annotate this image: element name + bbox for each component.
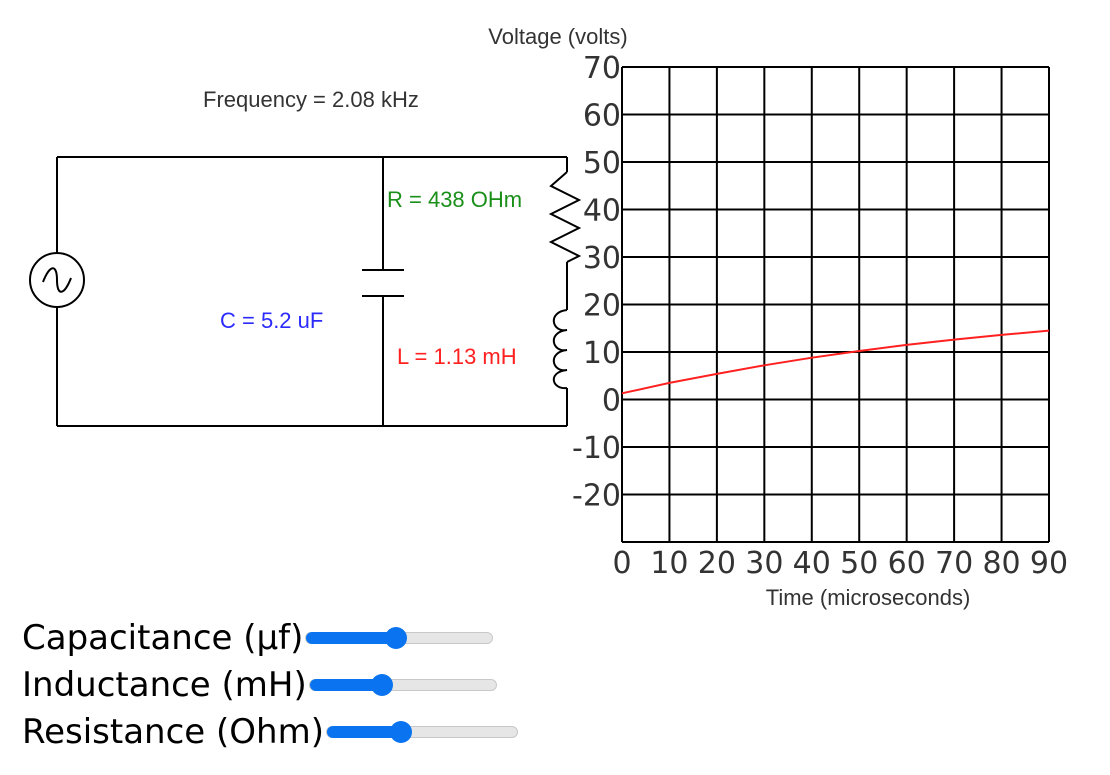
chart-grid — [621, 66, 1050, 543]
capacitance-label: C = 5.2 uF — [220, 308, 323, 333]
inductance-label: L = 1.13 mH — [397, 344, 517, 369]
ac-source — [29, 252, 85, 308]
resistor-zigzag — [548, 171, 582, 263]
resistance-slider-label: Resistance (Ohm) — [22, 712, 324, 752]
resistance-slider-fill — [326, 726, 402, 738]
x-tick-label: 20 — [698, 546, 736, 581]
y-tick-label: 70 — [583, 51, 621, 86]
y-tick-label: 60 — [583, 99, 621, 134]
y-tick-label: 20 — [583, 289, 621, 324]
inductance-control: Inductance (mH) — [22, 665, 497, 705]
y-axis-ticks: 70 60 50 40 30 20 10 0 -10 -20 — [572, 51, 621, 514]
inductance-slider-thumb[interactable] — [371, 674, 394, 696]
voltage-series-line — [621, 329, 1050, 395]
capacitance-slider[interactable] — [305, 627, 494, 649]
x-tick-label: 0 — [612, 546, 631, 581]
capacitance-slider-label: Capacitance (µf) — [22, 618, 304, 658]
y-tick-label: 0 — [602, 384, 621, 419]
capacitance-control: Capacitance (µf) — [22, 618, 494, 658]
x-tick-label: 40 — [793, 546, 831, 581]
resistance-slider-thumb[interactable] — [390, 721, 413, 743]
y-tick-label: 30 — [583, 241, 621, 276]
inductance-slider-fill — [309, 679, 383, 691]
y-tick-label: -20 — [572, 479, 621, 514]
sine-wave-icon — [42, 267, 72, 293]
inductor-coil — [552, 309, 568, 390]
chart-title: Voltage (volts) — [488, 24, 627, 49]
x-axis-label: Time (microseconds) — [766, 585, 971, 610]
capacitance-slider-thumb[interactable] — [384, 627, 407, 649]
frequency-label: Frequency = 2.08 kHz — [203, 87, 419, 112]
chart-series — [621, 329, 1050, 395]
y-tick-label: 10 — [583, 336, 621, 371]
x-tick-label: 70 — [935, 546, 973, 581]
circuit-and-chart: Frequency = 2.08 kHz R = 438 OHm C = 5.2… — [29, 24, 1068, 610]
x-tick-label: 10 — [650, 546, 688, 581]
x-axis-ticks: 0 10 20 30 40 50 60 70 80 90 — [612, 546, 1068, 581]
resistance-control: Resistance (Ohm) — [22, 712, 518, 752]
resistance-label: R = 438 OHm — [387, 187, 522, 212]
x-tick-label: 30 — [745, 546, 783, 581]
x-tick-label: 90 — [1030, 546, 1068, 581]
circuit-diagram — [56, 156, 582, 427]
inductance-slider-label: Inductance (mH) — [22, 665, 307, 705]
capacitance-slider-fill — [306, 632, 396, 644]
inductance-slider[interactable] — [308, 674, 497, 696]
y-tick-label: 40 — [583, 194, 621, 229]
x-tick-label: 60 — [888, 546, 926, 581]
x-tick-label: 80 — [982, 546, 1020, 581]
x-tick-label: 50 — [840, 546, 878, 581]
y-tick-label: 50 — [583, 146, 621, 181]
resistance-slider[interactable] — [325, 721, 518, 743]
y-tick-label: -10 — [572, 431, 621, 466]
